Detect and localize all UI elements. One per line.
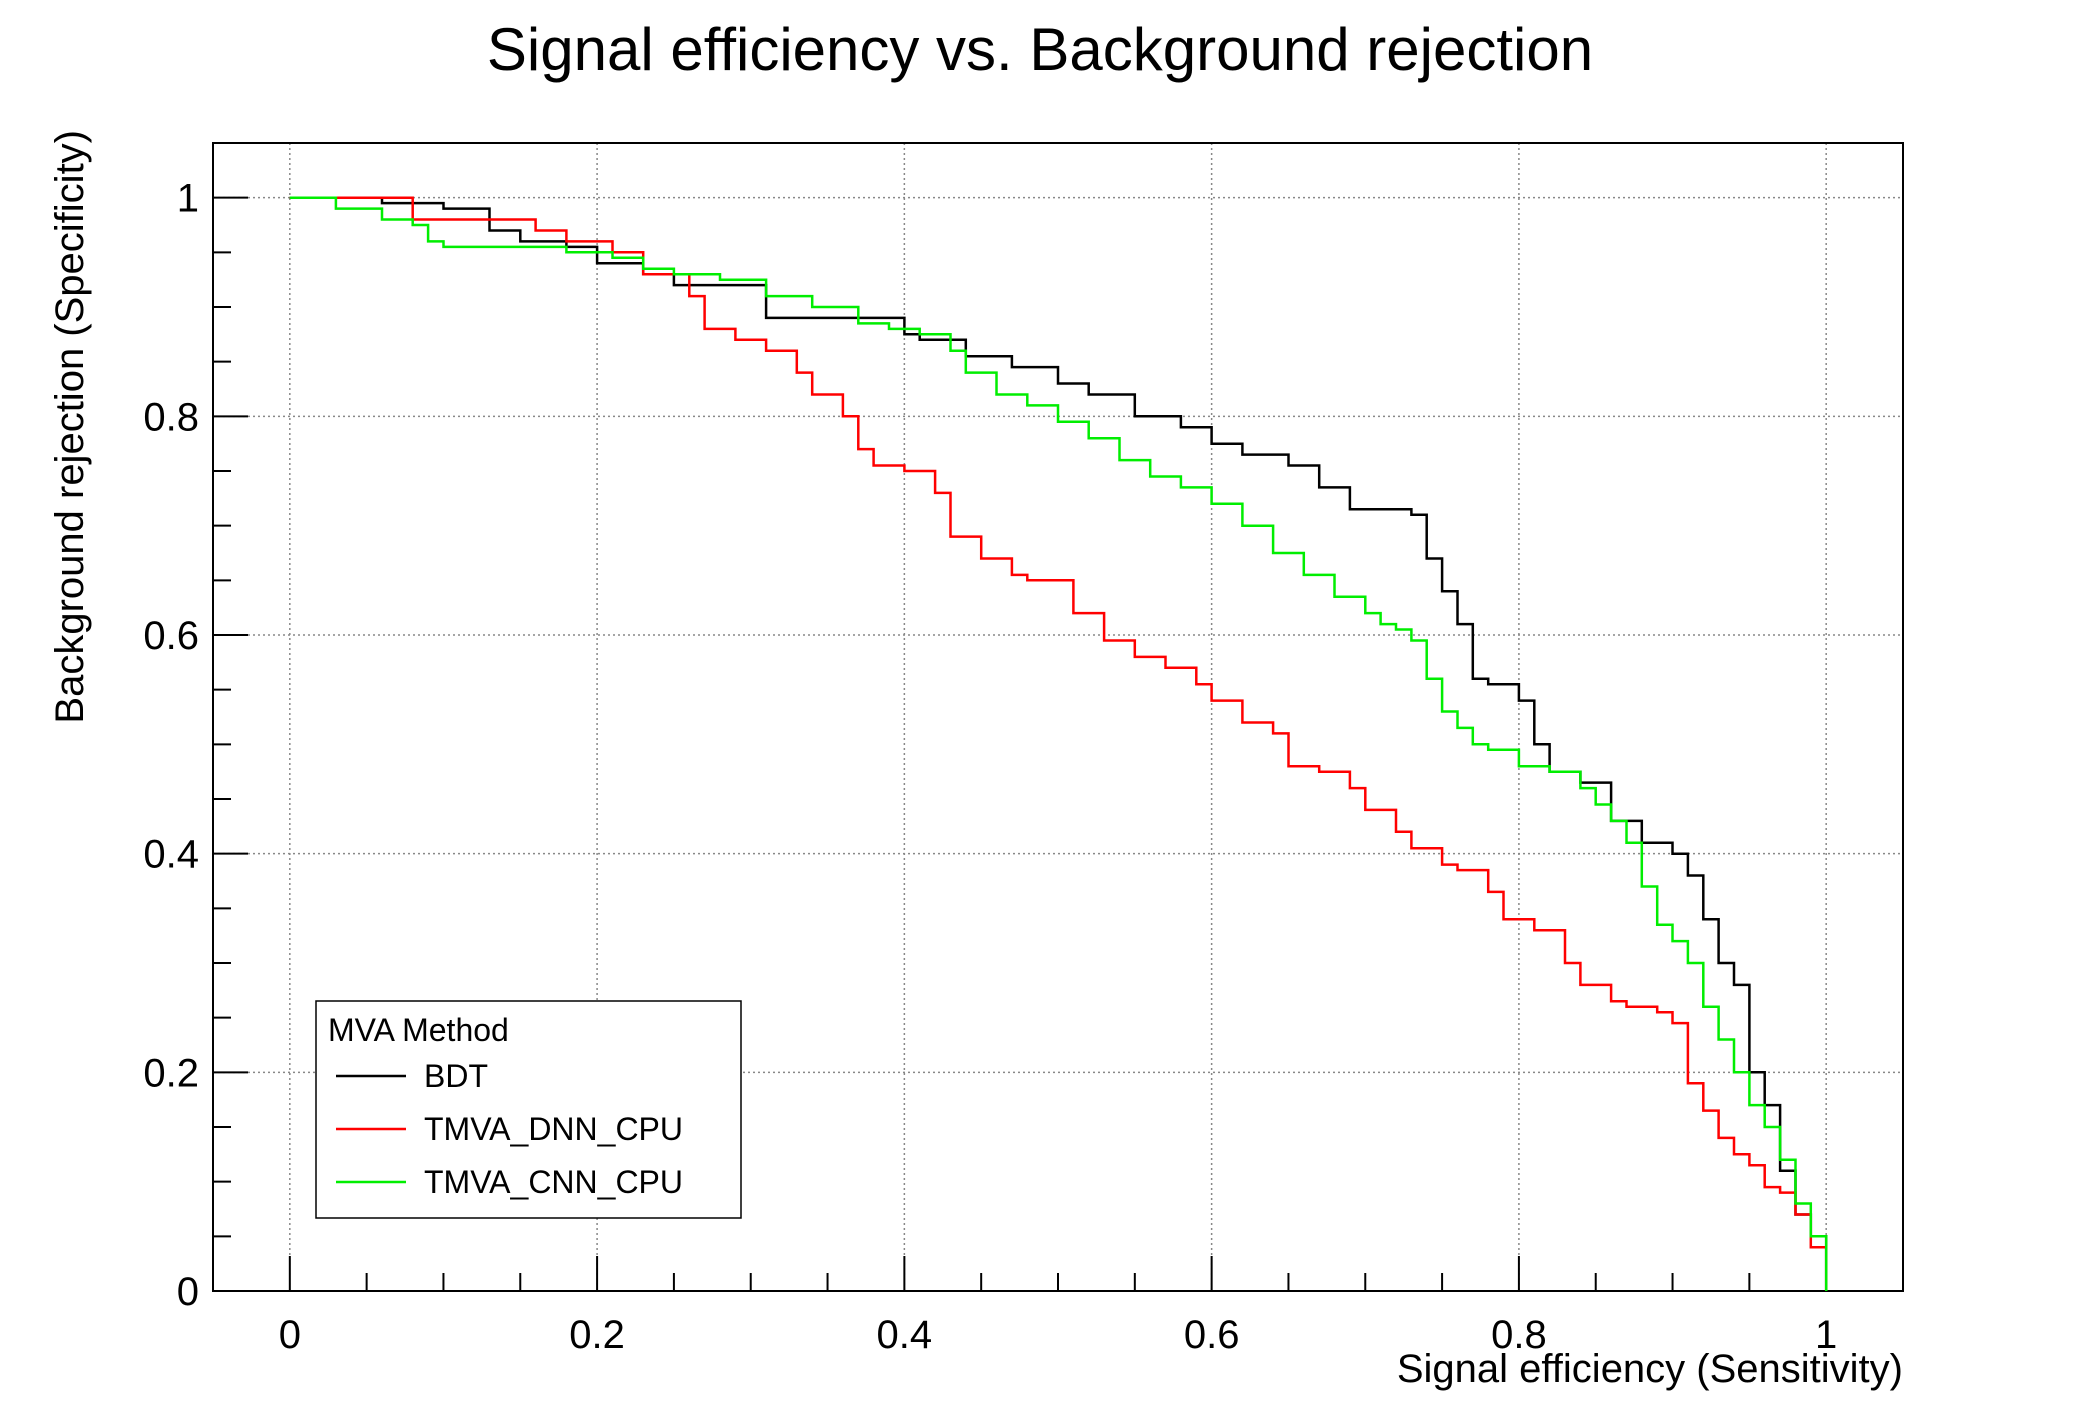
y-tick-label: 0.2 — [143, 1051, 199, 1095]
x-tick-label: 1 — [1815, 1313, 1837, 1357]
x-tick-label: 0.8 — [1491, 1313, 1547, 1357]
chart-title: Signal efficiency vs. Background rejecti… — [487, 16, 1593, 83]
x-tick-label: 0.4 — [877, 1313, 933, 1357]
y-tick-label: 0.6 — [143, 614, 199, 658]
y-tick-label: 0 — [177, 1270, 199, 1314]
legend-label: TMVA_CNN_CPU — [424, 1164, 683, 1200]
series-line-tmva_dnn_cpu — [289, 196, 1828, 1291]
x-tick-label: 0 — [279, 1313, 301, 1357]
y-tick-label: 0.4 — [143, 833, 199, 877]
y-tick-label: 1 — [177, 177, 199, 221]
legend-title: MVA Method — [328, 1012, 509, 1048]
legend-label: TMVA_DNN_CPU — [424, 1111, 683, 1147]
x-axis-label: Signal efficiency (Sensitivity) — [1397, 1347, 1903, 1391]
legend-entries: BDT TMVA_DNN_CPU TMVA_CNN_CPU — [336, 1058, 683, 1200]
y-tick-label: 0.8 — [143, 395, 199, 439]
legend: MVA Method BDT TMVA_DNN_CPU TMVA_CNN_CPU — [315, 1000, 742, 1219]
x-tick-label: 0.6 — [1184, 1313, 1240, 1357]
series-lines — [289, 196, 1828, 1291]
axis-ticks — [213, 142, 1828, 1292]
y-axis-label: Background rejection (Specificity) — [48, 130, 92, 724]
series-line-bdt — [289, 196, 1828, 1291]
x-tick-labels: 0 0.2 0.4 0.6 0.8 1 — [279, 1313, 1838, 1357]
legend-label: BDT — [424, 1058, 488, 1094]
series-line-tmva_cnn_cpu — [289, 196, 1828, 1291]
y-tick-labels: 0 0.2 0.4 0.6 0.8 1 — [143, 177, 199, 1314]
x-tick-label: 0.2 — [569, 1313, 625, 1357]
